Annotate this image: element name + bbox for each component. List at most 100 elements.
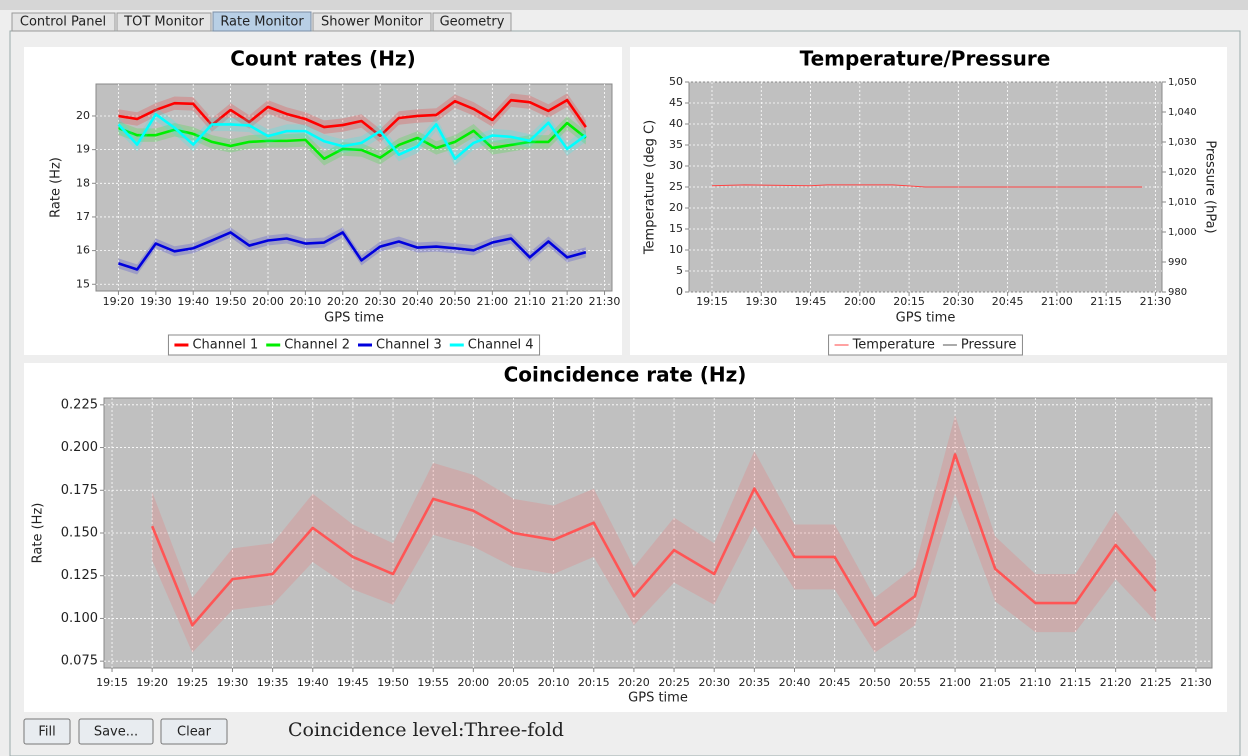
y2-tick-label: 1,010 bbox=[1168, 197, 1197, 208]
legend-label: Channel 2 bbox=[284, 338, 350, 353]
x-axis-label: GPS time bbox=[628, 691, 688, 706]
y-axis-label: Rate (Hz) bbox=[49, 157, 64, 218]
x-tick-label: 21:30 bbox=[1140, 295, 1172, 308]
y2-tick-label: 1,020 bbox=[1168, 167, 1197, 178]
tab-selected[interactable] bbox=[212, 11, 312, 32]
tab-label[interactable]: Geometry bbox=[440, 15, 505, 30]
tab-label[interactable]: Rate Monitor bbox=[220, 15, 304, 30]
x-tick-label: 21:10 bbox=[1020, 676, 1052, 689]
x-tick-label: 19:55 bbox=[417, 676, 449, 689]
y2-axis-label: Pressure (hPa) bbox=[1203, 140, 1218, 233]
y-tick-label: 0.100 bbox=[61, 611, 98, 626]
data-line bbox=[150, 453, 1157, 627]
button[interactable] bbox=[160, 718, 228, 745]
y-tick-label: 0.150 bbox=[61, 526, 98, 541]
y-tick-label: 35 bbox=[669, 138, 683, 151]
legend-item: Channel 3 bbox=[358, 338, 442, 353]
legend-item: Channel 2 bbox=[266, 338, 350, 353]
x-tick-label: 21:30 bbox=[1180, 676, 1212, 689]
y-tick-label: 20 bbox=[76, 109, 90, 122]
data-line bbox=[117, 121, 587, 161]
y-tick-label: 0.200 bbox=[61, 440, 98, 455]
tab-label[interactable]: Control Panel bbox=[20, 15, 106, 30]
legend-label: Channel 4 bbox=[468, 338, 534, 353]
x-tick-label: 21:05 bbox=[979, 676, 1011, 689]
tab-label[interactable]: Shower Monitor bbox=[321, 15, 424, 30]
x-tick-label: 20:45 bbox=[819, 676, 851, 689]
x-tick-label: 19:30 bbox=[140, 295, 172, 308]
y-tick-label: 0.125 bbox=[61, 568, 98, 583]
x-tick-label: 20:00 bbox=[457, 676, 489, 689]
tab-label[interactable]: TOT Monitor bbox=[123, 15, 204, 30]
x-tick-label: 19:30 bbox=[745, 295, 777, 308]
y2-tick-label: 1,040 bbox=[1168, 107, 1197, 118]
y2-tick-label: 1,050 bbox=[1168, 77, 1197, 88]
x-tick-label: 21:20 bbox=[551, 295, 583, 308]
x-tick-label: 19:50 bbox=[215, 295, 247, 308]
y-tick-label: 15 bbox=[76, 277, 90, 290]
x-tick-label: 20:15 bbox=[578, 676, 610, 689]
button-label[interactable]: Clear bbox=[177, 725, 212, 740]
x-tick-label: 20:40 bbox=[402, 295, 434, 308]
x-tick-label: 21:00 bbox=[476, 295, 508, 308]
data-line bbox=[117, 112, 587, 161]
x-tick-label: 21:00 bbox=[939, 676, 971, 689]
tab[interactable] bbox=[116, 12, 212, 32]
x-axis-label: GPS time bbox=[896, 311, 956, 326]
y-tick-label: 19 bbox=[76, 143, 90, 156]
x-tick-label: 19:15 bbox=[96, 676, 128, 689]
data-line bbox=[711, 184, 1143, 188]
button[interactable] bbox=[23, 718, 71, 745]
x-tick-label: 20:00 bbox=[252, 295, 284, 308]
y-tick-label: 0.075 bbox=[61, 654, 98, 669]
button-label[interactable]: Save... bbox=[94, 725, 138, 740]
x-tick-label: 20:30 bbox=[364, 295, 396, 308]
tab[interactable] bbox=[432, 12, 512, 32]
error-band bbox=[118, 107, 586, 166]
y-tick-label: 17 bbox=[76, 210, 90, 223]
data-line bbox=[118, 98, 587, 138]
x-tick-label: 20:20 bbox=[327, 295, 359, 308]
x-tick-label: 21:20 bbox=[1100, 676, 1132, 689]
x-tick-label: 20:30 bbox=[942, 295, 974, 308]
data-line bbox=[118, 231, 587, 271]
x-tick-label: 19:20 bbox=[103, 295, 135, 308]
y2-tick-label: 980 bbox=[1168, 287, 1187, 298]
x-tick-label: 19:20 bbox=[136, 676, 168, 689]
legend-label: Temperature bbox=[852, 338, 935, 353]
error-band bbox=[118, 227, 586, 275]
title-strip bbox=[0, 0, 1248, 10]
x-tick-label: 19:25 bbox=[176, 676, 208, 689]
y-tick-label: 45 bbox=[669, 96, 683, 109]
legend-item: Channel 4 bbox=[449, 338, 534, 353]
tab[interactable] bbox=[11, 12, 116, 32]
tab[interactable] bbox=[312, 12, 432, 32]
y-tick-label: 18 bbox=[76, 176, 90, 189]
x-tick-label: 20:40 bbox=[779, 676, 811, 689]
x-tick-label: 19:40 bbox=[297, 676, 329, 689]
chart-title: Coincidence rate (Hz) bbox=[504, 363, 747, 387]
x-tick-label: 19:45 bbox=[337, 676, 369, 689]
x-tick-label: 20:05 bbox=[498, 676, 530, 689]
legend-label: Channel 3 bbox=[376, 338, 442, 353]
y-tick-label: 50 bbox=[669, 75, 683, 88]
y-tick-label: 10 bbox=[669, 243, 683, 256]
x-tick-label: 20:35 bbox=[738, 676, 770, 689]
y-tick-label: 0 bbox=[676, 285, 683, 298]
button-row: Fill Save... Clear Coincidence level:Thr… bbox=[23, 718, 564, 745]
y2-tick-label: 1,000 bbox=[1168, 227, 1197, 238]
legend bbox=[828, 334, 1023, 356]
coincidence-level: Coincidence level:Three-fold bbox=[288, 719, 564, 741]
button[interactable] bbox=[78, 718, 154, 745]
chart-title: Count rates (Hz) bbox=[230, 47, 415, 71]
x-tick-label: 19:15 bbox=[696, 295, 728, 308]
button-label[interactable]: Fill bbox=[38, 725, 55, 740]
legend-label: Pressure bbox=[961, 338, 1017, 353]
x-axis-label: GPS time bbox=[324, 311, 384, 326]
x-tick-label: 19:35 bbox=[257, 676, 289, 689]
y-tick-label: 15 bbox=[669, 222, 683, 235]
legend bbox=[167, 334, 541, 356]
x-tick-label: 20:30 bbox=[698, 676, 730, 689]
x-tick-label: 20:50 bbox=[439, 295, 471, 308]
